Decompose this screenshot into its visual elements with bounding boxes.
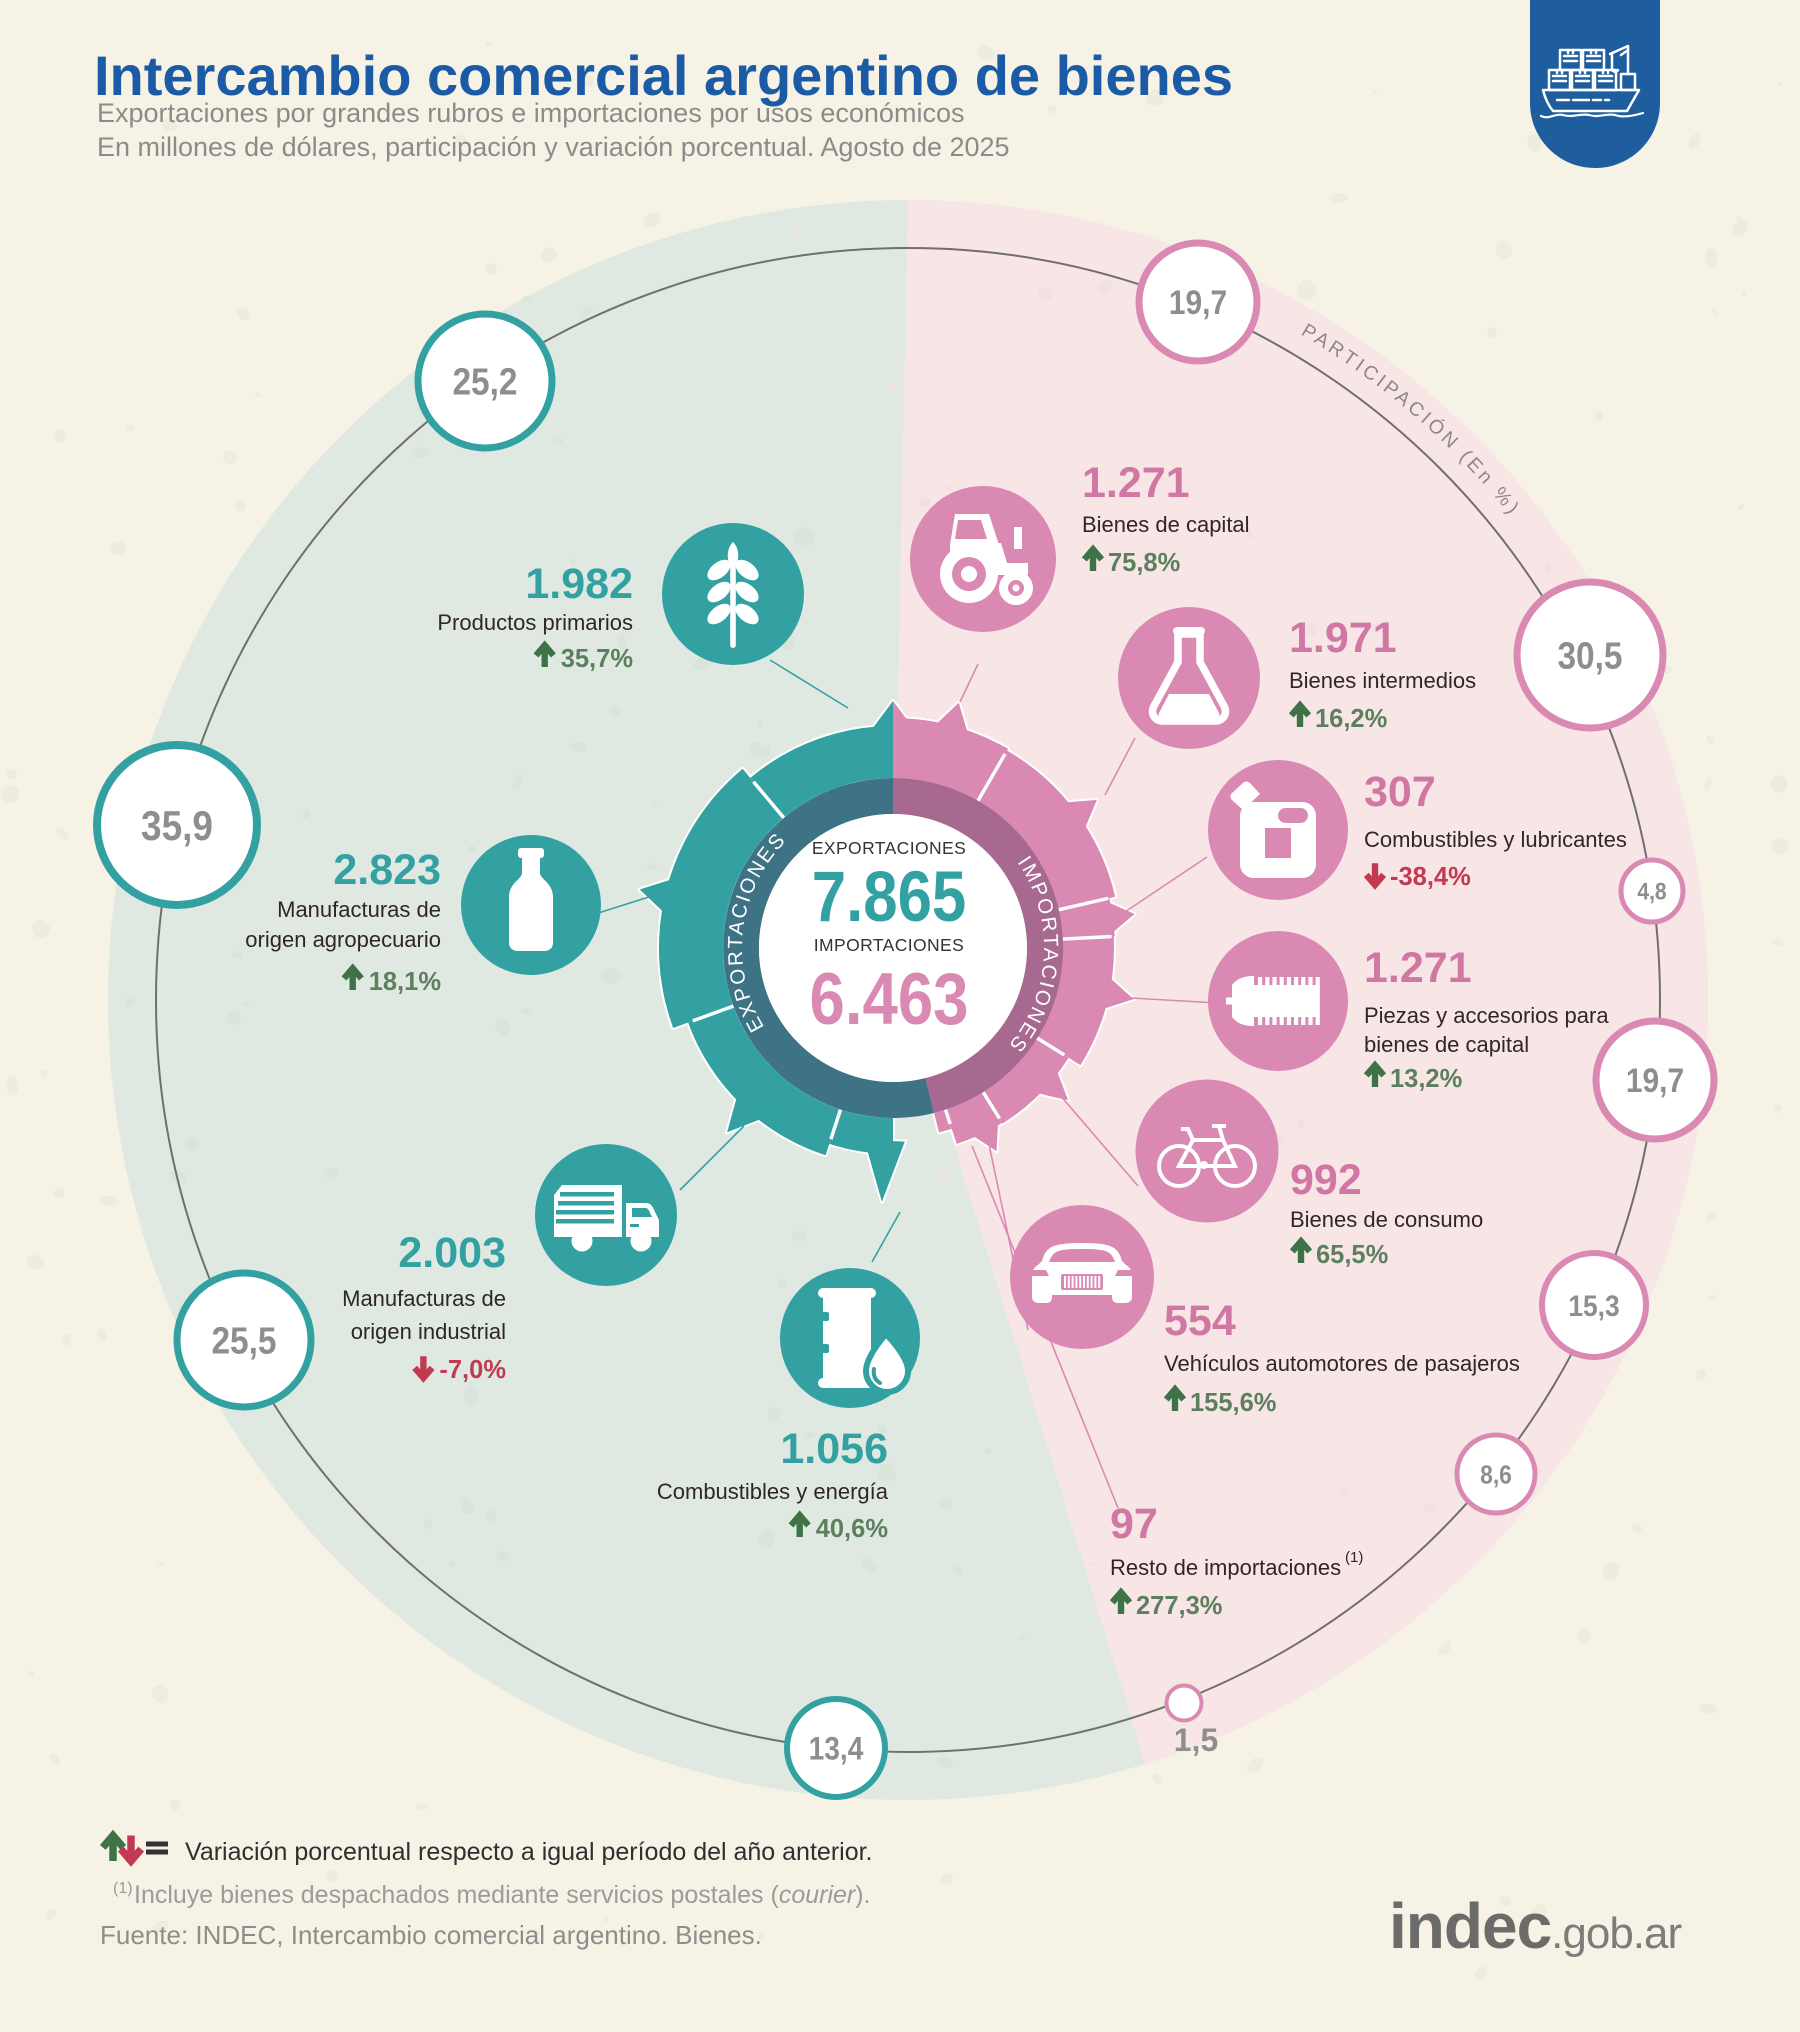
svg-text:Vehículos automotores de pasaj: Vehículos automotores de pasajeros <box>1164 1351 1520 1376</box>
svg-text:Manufacturas de: Manufacturas de <box>342 1286 506 1311</box>
svg-text:Variación porcentual respecto: Variación porcentual respecto a igual pe… <box>185 1838 873 1866</box>
svg-text:97: 97 <box>1110 1500 1158 1548</box>
svg-text:1.271: 1.271 <box>1364 944 1472 992</box>
svg-text:1.982: 1.982 <box>525 560 633 608</box>
svg-text:15,3: 15,3 <box>1568 1288 1619 1322</box>
svg-text:554: 554 <box>1164 1297 1236 1345</box>
svg-text:Manufacturas de: Manufacturas de <box>277 897 441 922</box>
svg-text:992: 992 <box>1290 1156 1362 1204</box>
svg-text:Bienes intermedios: Bienes intermedios <box>1289 668 1476 693</box>
svg-text:Resto de importaciones: Resto de importaciones <box>1110 1555 1341 1580</box>
svg-text:(1): (1) <box>113 1880 133 1897</box>
svg-text:-7,0%: -7,0% <box>439 1356 506 1384</box>
svg-text:25,5: 25,5 <box>211 1320 276 1362</box>
svg-text:65,5%: 65,5% <box>1316 1241 1388 1269</box>
svg-text:Fuente: INDEC, Intercambio com: Fuente: INDEC, Intercambio comercial arg… <box>100 1920 762 1950</box>
svg-text:Incluye bienes despachados med: Incluye bienes despachados mediante serv… <box>134 1881 871 1909</box>
svg-text:8,6: 8,6 <box>1480 1461 1512 1490</box>
svg-text:13,2%: 13,2% <box>1390 1065 1462 1093</box>
svg-text:Bienes de consumo: Bienes de consumo <box>1290 1207 1483 1232</box>
svg-text:19,7: 19,7 <box>1169 283 1227 321</box>
svg-text:Exportaciones por grandes rubr: Exportaciones por grandes rubros e impor… <box>97 98 964 128</box>
svg-text:4,8: 4,8 <box>1637 878 1666 905</box>
svg-text:30,5: 30,5 <box>1557 635 1622 677</box>
svg-text:1,5: 1,5 <box>1174 1722 1218 1758</box>
svg-text:IMPORTACIONES: IMPORTACIONES <box>814 935 964 955</box>
svg-text:25,2: 25,2 <box>452 361 517 403</box>
svg-text:-38,4%: -38,4% <box>1390 863 1471 891</box>
svg-text:35,9: 35,9 <box>141 803 213 850</box>
svg-text:1.271: 1.271 <box>1082 459 1190 507</box>
svg-text:En millones de dólares, partic: En millones de dólares, participación y … <box>97 132 1010 162</box>
svg-text:origen industrial: origen industrial <box>351 1319 506 1344</box>
svg-text:75,8%: 75,8% <box>1108 549 1180 577</box>
svg-text:Combustibles y energía: Combustibles y energía <box>657 1479 889 1504</box>
svg-text:indec.gob.ar: indec.gob.ar <box>1389 1890 1681 1962</box>
svg-text:19,7: 19,7 <box>1626 1061 1684 1099</box>
svg-text:155,6%: 155,6% <box>1190 1389 1277 1417</box>
svg-text:35,7%: 35,7% <box>561 645 633 673</box>
svg-text:Intercambio comercial argentin: Intercambio comercial argentino de biene… <box>94 44 1233 107</box>
svg-text:18,1%: 18,1% <box>369 968 441 996</box>
svg-text:1.971: 1.971 <box>1289 614 1397 662</box>
svg-text:(1): (1) <box>1345 1549 1363 1566</box>
svg-text:307: 307 <box>1364 768 1436 816</box>
svg-text:6.463: 6.463 <box>810 959 969 1040</box>
svg-text:277,3%: 277,3% <box>1136 1592 1223 1620</box>
svg-text:13,4: 13,4 <box>809 1732 864 1767</box>
svg-text:1.056: 1.056 <box>780 1425 888 1473</box>
svg-text:7.865: 7.865 <box>812 858 967 937</box>
svg-text:Piezas y accesorios para: Piezas y accesorios para <box>1364 1003 1609 1028</box>
svg-text:2.823: 2.823 <box>333 846 441 894</box>
svg-text:origen agropecuario: origen agropecuario <box>245 927 441 952</box>
svg-text:Productos primarios: Productos primarios <box>437 610 633 635</box>
svg-text:Bienes de capital: Bienes de capital <box>1082 512 1250 537</box>
svg-text:2.003: 2.003 <box>398 1229 506 1277</box>
svg-text:Combustibles y lubricantes: Combustibles y lubricantes <box>1364 827 1627 852</box>
svg-text:EXPORTACIONES: EXPORTACIONES <box>812 838 966 858</box>
svg-text:16,2%: 16,2% <box>1315 705 1387 733</box>
svg-text:bienes de capital: bienes de capital <box>1364 1032 1529 1057</box>
svg-text:40,6%: 40,6% <box>816 1515 888 1543</box>
